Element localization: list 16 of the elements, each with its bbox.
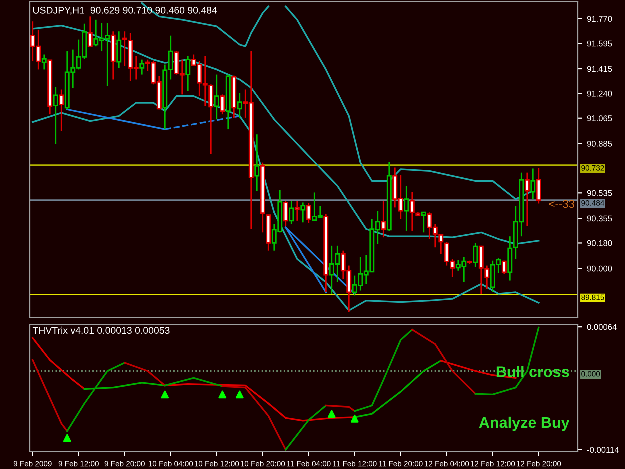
chart-title: THVTrix v4.01 0.00013 0.00053	[32, 326, 170, 334]
y-tick-label: 0.00064	[587, 324, 617, 330]
annotation: Analyze Buy	[479, 416, 570, 432]
y-tick-label: 90.885	[587, 140, 612, 147]
y-tick-label: -0.00114	[587, 447, 620, 454]
y-tick-label: 91.595	[587, 40, 612, 47]
y-tick-label: 90.000	[587, 266, 612, 272]
y-tick-label: 91.065	[587, 116, 612, 122]
y-tick-label: 90.180	[587, 240, 612, 246]
annotation: <--33	[549, 200, 575, 208]
y-tick-label: 91.770	[587, 16, 612, 22]
y-tick-label: 90.355	[587, 216, 612, 222]
annotation: Bull cross	[496, 366, 570, 378]
y-tick-label: 91.415	[587, 66, 612, 72]
y-tick-label: 91.240	[587, 90, 612, 97]
y-tick-label: 90.535	[587, 190, 612, 196]
